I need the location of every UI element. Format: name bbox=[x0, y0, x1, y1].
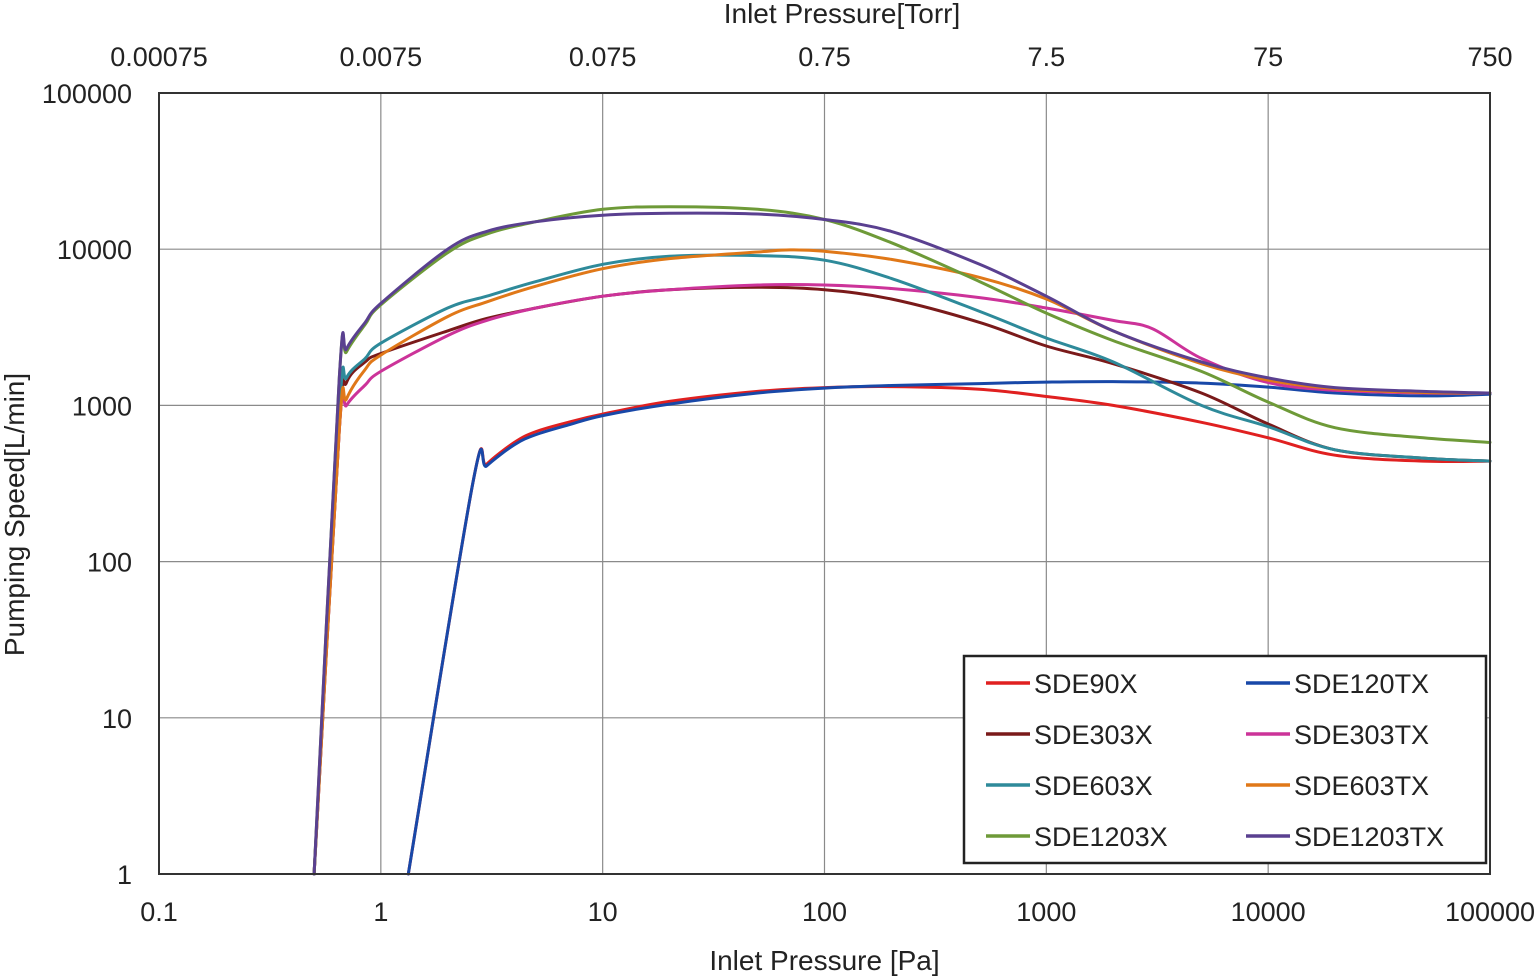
x2-tick-labels: 0.00075 0.0075 0.075 0.75 7.5 75 750 bbox=[110, 42, 1512, 72]
x2-tick-label: 0.0075 bbox=[340, 42, 423, 72]
legend-label-sde603x: SDE603X bbox=[1034, 771, 1153, 801]
x-tick-label: 100000 bbox=[1445, 897, 1535, 927]
x-tick-label: 100 bbox=[802, 897, 847, 927]
x-tick-labels: 0.1 1 10 100 1000 10000 100000 bbox=[140, 897, 1535, 927]
x-tick-label: 0.1 bbox=[140, 897, 178, 927]
y-tick-label: 100000 bbox=[42, 79, 132, 109]
x2-axis-title: Inlet Pressure[Torr] bbox=[724, 0, 961, 29]
y-tick-labels: 1 10 100 1000 10000 100000 bbox=[42, 79, 132, 890]
x-tick-label: 10 bbox=[588, 897, 618, 927]
series-lines bbox=[312, 205, 1492, 876]
x2-tick-label: 750 bbox=[1467, 42, 1512, 72]
y-tick-label: 1 bbox=[117, 860, 132, 890]
y-tick-label: 100 bbox=[87, 548, 132, 578]
y-tick-label: 1000 bbox=[72, 391, 132, 421]
legend-label-sde303tx: SDE303TX bbox=[1294, 720, 1429, 750]
legend-label-sde303x: SDE303X bbox=[1034, 720, 1153, 750]
x-tick-label: 1 bbox=[373, 897, 388, 927]
legend-label-sde1203x: SDE1203X bbox=[1034, 822, 1168, 852]
x-axis-title: Inlet Pressure [Pa] bbox=[709, 945, 939, 976]
y-tick-label: 10000 bbox=[57, 235, 132, 265]
x-tick-label: 1000 bbox=[1016, 897, 1076, 927]
series-line-sde120tx bbox=[406, 380, 1492, 876]
x2-tick-label: 75 bbox=[1253, 42, 1283, 72]
legend: SDE90X SDE120TX SDE303X SDE303TX SDE603X SDE6… bbox=[962, 654, 1488, 865]
series-line-sde1203x bbox=[312, 205, 1492, 876]
x-tick-label: 10000 bbox=[1231, 897, 1306, 927]
legend-box bbox=[962, 654, 1488, 865]
legend-label-sde120tx: SDE120TX bbox=[1294, 669, 1429, 699]
y-tick-label: 10 bbox=[102, 704, 132, 734]
legend-label-sde1203tx: SDE1203TX bbox=[1294, 822, 1444, 852]
x2-tick-label: 7.5 bbox=[1028, 42, 1066, 72]
series-line-sde603tx bbox=[312, 248, 1492, 876]
x2-tick-label: 0.00075 bbox=[110, 42, 208, 72]
legend-label-sde90x: SDE90X bbox=[1034, 669, 1138, 699]
plot-frame bbox=[158, 92, 1491, 875]
series-line-sde1203tx bbox=[312, 211, 1492, 876]
x2-tick-label: 0.075 bbox=[569, 42, 637, 72]
x2-tick-label: 0.75 bbox=[798, 42, 851, 72]
legend-label-sde603tx: SDE603TX bbox=[1294, 771, 1429, 801]
y-axis-title: Pumping Speed[L/min] bbox=[0, 373, 30, 656]
